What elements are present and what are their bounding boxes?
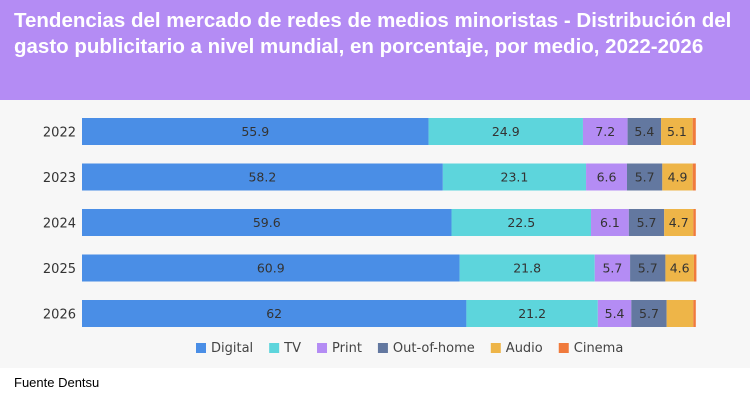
legend-swatch-out-of-home — [377, 343, 388, 353]
bar-segment-audio — [661, 118, 693, 145]
bar-segment-digital — [82, 118, 429, 145]
chart-title: Tendencias del mercado de redes de medio… — [14, 9, 732, 58]
data-label: 6.1 — [600, 215, 620, 230]
bar-segment-audio — [666, 300, 694, 327]
data-label: 5.7 — [639, 306, 659, 321]
data-label: 24.9 — [492, 124, 520, 139]
data-label: 5.7 — [638, 261, 658, 276]
legend-label: Cinema — [574, 341, 624, 356]
data-label: 60.9 — [257, 261, 285, 276]
data-label: 22.5 — [507, 215, 535, 230]
data-label: 55.9 — [241, 124, 269, 139]
legend-swatch-print — [317, 343, 328, 353]
legend-swatch-digital — [196, 343, 206, 353]
legend-label: Out-of-home — [393, 341, 475, 356]
data-label: 21.2 — [518, 306, 546, 321]
data-label: 4.7 — [669, 215, 689, 230]
bar-segment-print — [597, 300, 632, 327]
data-label: 5.7 — [635, 170, 655, 185]
bar-segment-tv — [451, 209, 592, 236]
bar-segment-digital — [82, 163, 443, 191]
bar-segment-out-of-home — [628, 209, 665, 236]
plot-area: 2022 55.9 24.9 7.2 5.4 5.1 2023 58.2 23.1 6.6 5.7 4… — [0, 100, 750, 368]
bar-segment-tv — [442, 163, 587, 191]
data-label: 5.4 — [634, 124, 654, 139]
data-label: 5.7 — [637, 215, 657, 230]
bar-segment-out-of-home — [630, 254, 666, 282]
bar-segment-tv — [459, 254, 595, 282]
data-label: 58.2 — [248, 170, 276, 185]
data-label: 4.6 — [670, 261, 690, 276]
y-tick-label: 2022 — [43, 126, 76, 141]
y-tick-label: 2024 — [43, 217, 76, 232]
bar-segment-cinema — [693, 209, 696, 236]
bar-segment-out-of-home — [631, 300, 667, 327]
bar-segment-cinema — [692, 163, 696, 191]
data-label: 23.1 — [501, 170, 529, 185]
bar-segment-print — [582, 118, 628, 145]
bar-segment-audio — [662, 163, 693, 191]
data-label: 5.4 — [605, 306, 625, 321]
legend-label: TV — [283, 341, 301, 356]
bar-segment-audio — [664, 209, 694, 236]
bar-segment-out-of-home — [627, 118, 662, 145]
data-label: 7.2 — [595, 124, 615, 139]
data-label: 5.7 — [602, 261, 622, 276]
data-label: 62 — [266, 306, 282, 321]
bar-segment-cinema — [693, 300, 696, 327]
bar-segment-digital — [82, 254, 460, 282]
bar-segment-cinema — [692, 118, 696, 145]
bar-segment-print — [586, 163, 627, 191]
bar-segment-tv — [428, 118, 583, 145]
data-label: 21.8 — [513, 261, 541, 276]
y-tick-label: 2023 — [43, 171, 76, 186]
bar-segment-digital — [82, 300, 467, 327]
y-tick-label: 2025 — [43, 262, 76, 277]
bar-segment-print — [594, 254, 631, 282]
bar-segment-out-of-home — [626, 163, 663, 191]
y-tick-label: 2026 — [43, 308, 76, 323]
bar-segment-audio — [665, 254, 694, 282]
data-label: 6.6 — [597, 170, 617, 185]
legend-swatch-tv — [269, 343, 280, 353]
source-note: Fuente Dentsu — [14, 375, 100, 390]
data-label: 5.1 — [667, 124, 687, 139]
legend-swatch-cinema — [558, 343, 569, 353]
stacked-bar-chart: 2022 55.9 24.9 7.2 5.4 5.1 2023 58.2 23.1 6.6 5.7 4… — [43, 118, 697, 356]
legend-label: Print — [332, 341, 362, 356]
legend-label: Digital — [211, 341, 253, 356]
bar-segment-digital — [82, 209, 452, 236]
legend-label: Audio — [506, 341, 543, 356]
bar-segment-cinema — [693, 254, 697, 282]
data-label: 59.6 — [253, 215, 281, 230]
chart-header: Tendencias del mercado de redes de medio… — [0, 0, 750, 100]
data-label: 4.9 — [668, 170, 688, 185]
bar-segment-tv — [466, 300, 598, 327]
bar-segment-print — [591, 209, 629, 236]
legend-swatch-audio — [490, 343, 501, 353]
